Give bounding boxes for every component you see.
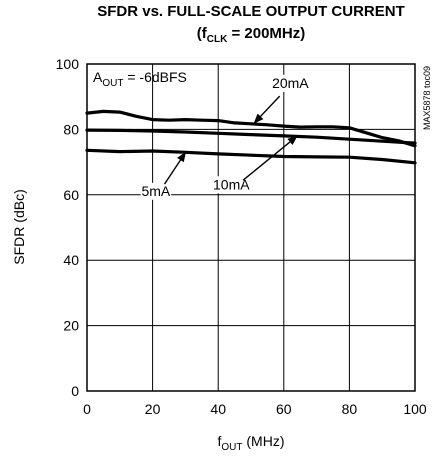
- series-line-10mA: [85, 128, 417, 145]
- series-line-20mA: [85, 109, 417, 148]
- series-lines: [85, 109, 417, 165]
- callout-label-20mA: 20mA: [272, 75, 309, 91]
- series-line-5mA: [85, 148, 417, 165]
- plot-frame: [86, 63, 416, 392]
- y-tick-label: 40: [63, 252, 79, 268]
- watermark-text: MAX5878 toc09: [422, 66, 432, 130]
- y-tick-label: 100: [56, 56, 80, 72]
- y-tick-label: 0: [71, 383, 79, 399]
- callout-arrow: [253, 95, 281, 124]
- y-axis-ticks: 0 20 40 60 80 100: [56, 56, 80, 399]
- x-tick-label: 40: [210, 401, 226, 417]
- callout-label-5mA: 5mA: [141, 183, 170, 199]
- callout-label-bg: [211, 176, 251, 194]
- callout-arrow: [242, 135, 298, 181]
- x-tick-label: 20: [145, 401, 161, 417]
- y-tick-label: 20: [63, 318, 79, 334]
- condition-annotation: AOUT = -6dBFS: [93, 69, 187, 89]
- callout-arrow: [163, 151, 186, 185]
- series-callouts: 20mA 10mA 5mA: [140, 74, 310, 200]
- callout-label-bg: [270, 74, 310, 92]
- grid: [87, 64, 415, 391]
- x-tick-label: 80: [342, 401, 358, 417]
- callout-label-10mA: 10mA: [213, 176, 250, 192]
- callout-label-bg: [140, 182, 172, 200]
- y-tick-label: 80: [63, 121, 79, 137]
- chart-title-line1: SFDR vs. FULL-SCALE OUTPUT CURRENT: [97, 3, 405, 20]
- chart-title-line2: (fCLK = 200MHz): [197, 25, 306, 45]
- x-tick-label: 100: [403, 401, 427, 417]
- x-axis-ticks: 0 20 40 60 80 100: [83, 401, 427, 417]
- y-tick-label: 60: [63, 187, 79, 203]
- x-tick-label: 60: [276, 401, 292, 417]
- y-axis-label: SFDR (dBc): [11, 189, 27, 264]
- x-tick-label: 0: [83, 401, 91, 417]
- x-axis-label: fOUT (MHz): [218, 433, 285, 453]
